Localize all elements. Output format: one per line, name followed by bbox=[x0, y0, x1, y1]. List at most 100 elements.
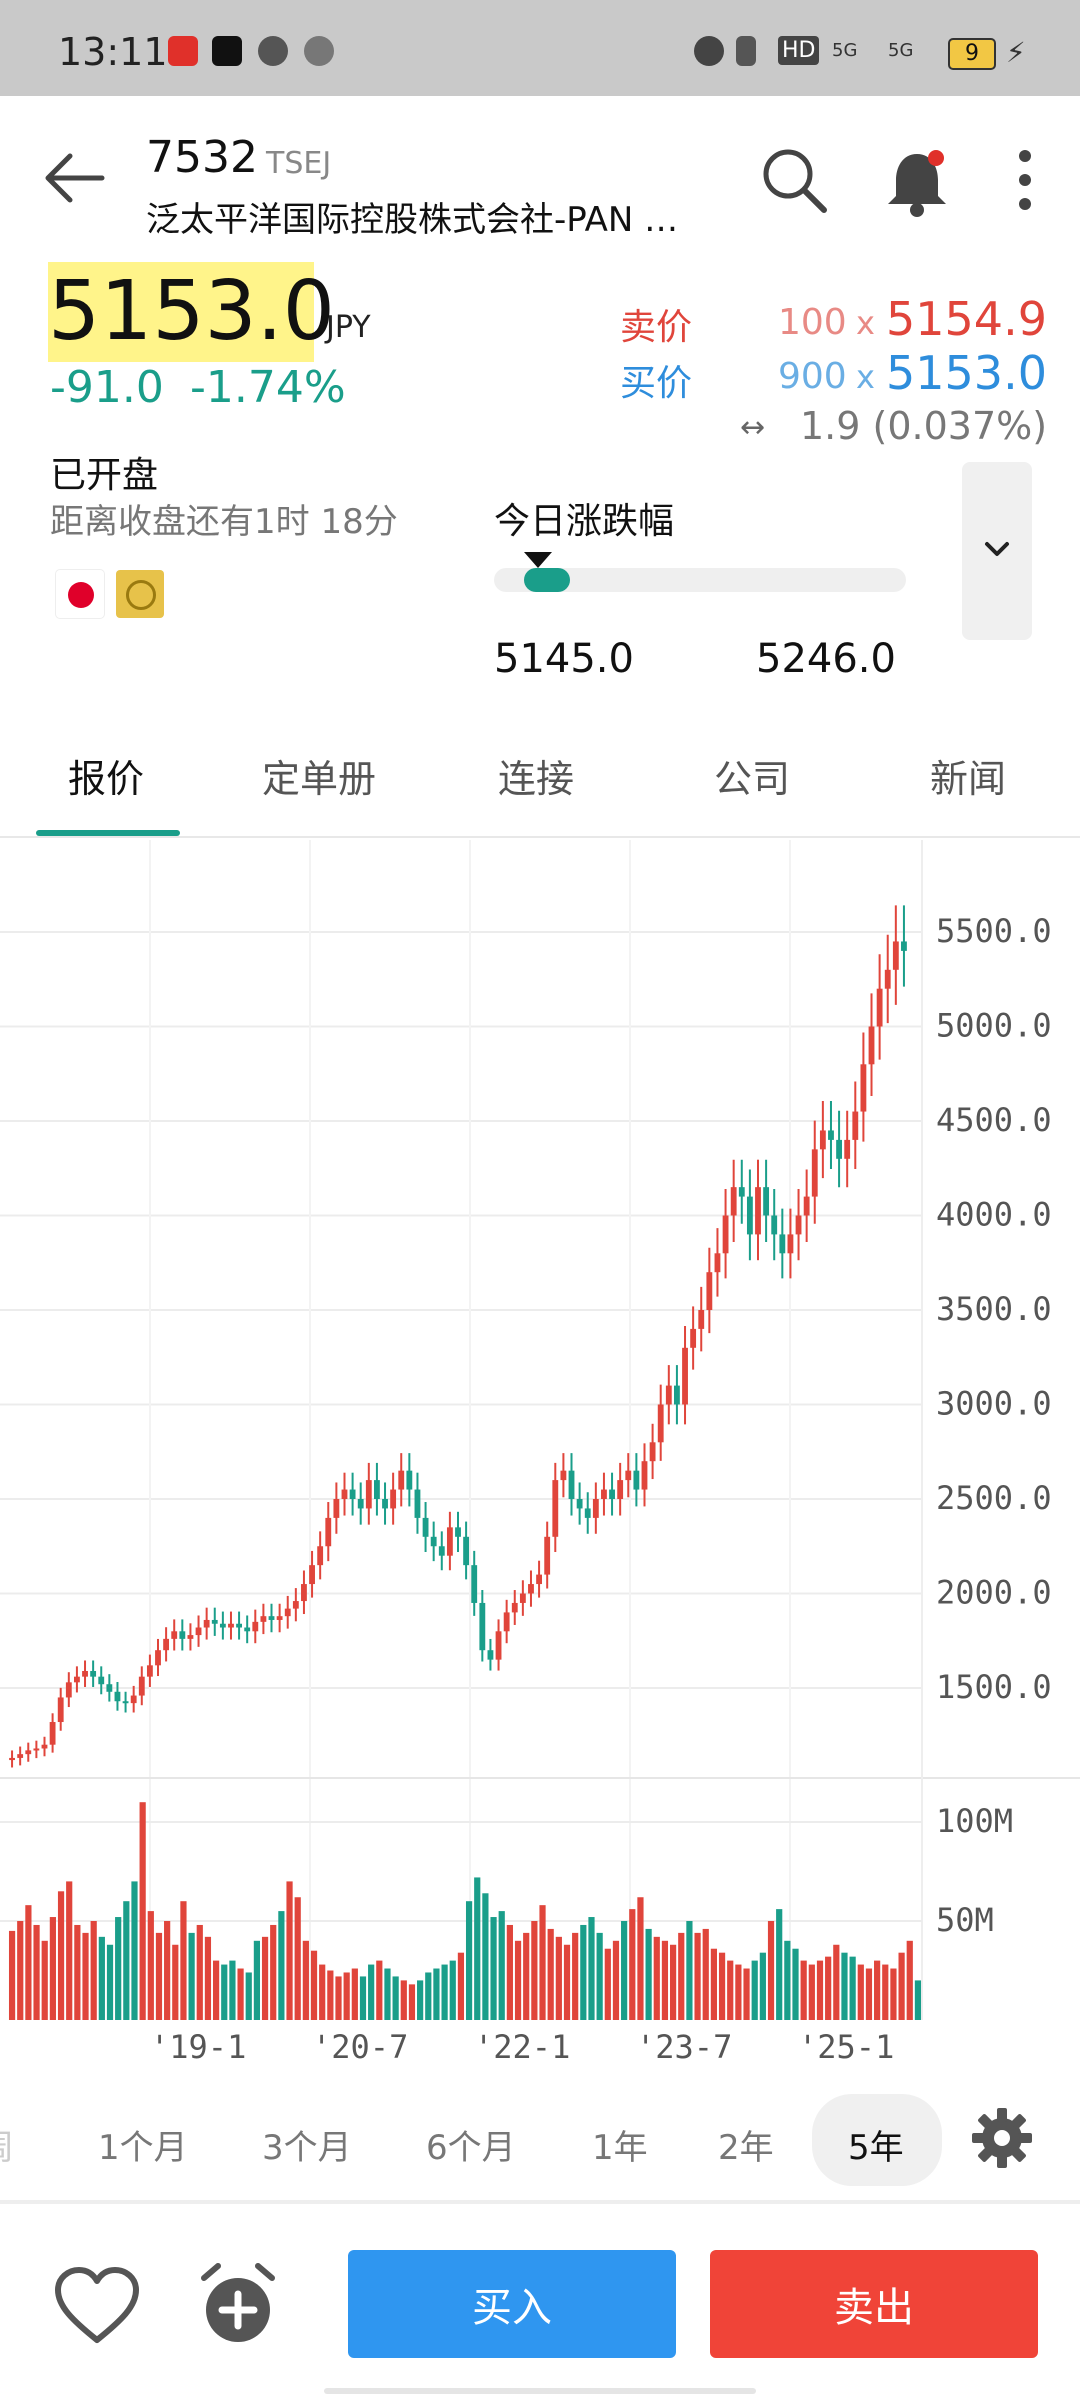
volume-bar bbox=[906, 1940, 913, 2020]
tab-news[interactable]: 新闻 bbox=[930, 757, 1007, 801]
volume-bar bbox=[465, 1901, 473, 2020]
tabs-divider bbox=[0, 836, 1080, 838]
volume-bar bbox=[155, 1932, 163, 2020]
back-arrow-icon[interactable] bbox=[40, 148, 110, 208]
volume-bar bbox=[645, 1928, 652, 2020]
bell-icon[interactable] bbox=[880, 146, 954, 220]
candle-body bbox=[414, 1489, 421, 1518]
last-price: 5153.0 bbox=[48, 264, 335, 359]
timeframe-week[interactable]: 周 bbox=[0, 2120, 14, 2169]
volume-bar bbox=[588, 1917, 595, 2020]
candle-body bbox=[292, 1601, 299, 1609]
volume-bar bbox=[767, 1921, 775, 2020]
status-time: 13:11 bbox=[58, 30, 168, 74]
candle-body bbox=[374, 1480, 380, 1499]
tab-orderbook[interactable]: 定单册 bbox=[262, 757, 377, 801]
wechat-icon bbox=[258, 36, 288, 66]
volume-bar bbox=[74, 1924, 81, 2020]
volume-bar bbox=[33, 1924, 40, 2020]
market-state: 已开盘 bbox=[50, 455, 159, 496]
candle-body bbox=[49, 1722, 56, 1745]
candle-body bbox=[511, 1602, 518, 1613]
volume-bar bbox=[302, 1940, 309, 2020]
timeframe-5y[interactable]: 5年 bbox=[848, 2128, 904, 2168]
volume-bar bbox=[17, 1921, 24, 2020]
ask-times: x bbox=[856, 304, 875, 342]
candle-body bbox=[487, 1650, 494, 1660]
candle-body bbox=[333, 1499, 340, 1518]
volume-bar bbox=[408, 1984, 416, 2020]
price-tick-label: 5000.0 bbox=[936, 1007, 1052, 1045]
volume-bar bbox=[90, 1921, 97, 2020]
candle-body bbox=[317, 1546, 324, 1566]
candle-body bbox=[398, 1470, 405, 1490]
ask-label: 卖价 bbox=[620, 307, 693, 348]
volume-bar bbox=[514, 1940, 522, 2020]
heart-icon[interactable] bbox=[52, 2264, 142, 2348]
volume-bar bbox=[596, 1932, 603, 2020]
alarm-plus-icon[interactable] bbox=[196, 2260, 280, 2350]
volume-bar bbox=[490, 1917, 497, 2020]
candle-body bbox=[219, 1623, 226, 1628]
buy-button[interactable]: 买入 bbox=[348, 2250, 676, 2358]
volume-bar bbox=[400, 1980, 407, 2020]
volume-bar bbox=[376, 1960, 383, 2020]
volume-bar bbox=[204, 1936, 212, 2020]
gear-icon[interactable] bbox=[970, 2106, 1034, 2170]
timeframe-selected-bg bbox=[812, 2094, 942, 2186]
tab-links[interactable]: 连接 bbox=[498, 757, 575, 801]
japan-flag-dot bbox=[68, 582, 94, 608]
expand-button[interactable] bbox=[962, 462, 1032, 640]
volume-bar bbox=[914, 1980, 922, 2020]
timeframe-6m[interactable]: 6个月 bbox=[426, 2128, 516, 2168]
candle-body bbox=[811, 1149, 818, 1197]
candle-body bbox=[422, 1517, 429, 1537]
volume-bar bbox=[131, 1881, 138, 2020]
spread-arrows-icon: ↔ bbox=[740, 410, 766, 445]
candle-body bbox=[155, 1650, 161, 1666]
candle-body bbox=[228, 1623, 234, 1628]
candle-body bbox=[268, 1616, 275, 1620]
timeframe-3m[interactable]: 3个月 bbox=[262, 2128, 352, 2168]
candle-body bbox=[244, 1627, 251, 1632]
candle-body bbox=[649, 1442, 656, 1462]
search-icon[interactable] bbox=[760, 146, 830, 216]
volume-bar bbox=[82, 1932, 89, 2020]
bid-label: 买价 bbox=[620, 363, 693, 404]
candle-body bbox=[714, 1253, 721, 1273]
tab-company[interactable]: 公司 bbox=[714, 757, 791, 801]
volume-bar bbox=[792, 1948, 799, 2020]
candle-body bbox=[357, 1499, 364, 1509]
candle-body bbox=[746, 1196, 753, 1235]
candle-body bbox=[730, 1187, 737, 1216]
candle-body bbox=[463, 1536, 470, 1566]
volume-bar bbox=[164, 1921, 171, 2020]
volume-bar bbox=[816, 1960, 824, 2020]
sell-button[interactable]: 卖出 bbox=[710, 2250, 1038, 2358]
candle-body bbox=[479, 1602, 486, 1651]
more-vertical-icon[interactable] bbox=[1010, 146, 1040, 216]
candle-body bbox=[552, 1480, 559, 1537]
volume-bar bbox=[572, 1932, 579, 2020]
timeframe-1m[interactable]: 1个月 bbox=[98, 2128, 188, 2168]
candle-body bbox=[41, 1744, 48, 1749]
signal-5g-icon: 5G bbox=[832, 40, 858, 61]
candle-body bbox=[892, 941, 899, 970]
volume-bar bbox=[833, 1944, 840, 2020]
candle-body bbox=[203, 1619, 210, 1628]
timeframe-2y[interactable]: 2年 bbox=[718, 2128, 774, 2168]
volume-bar bbox=[678, 1932, 685, 2020]
candle-body bbox=[301, 1584, 307, 1602]
price-chart[interactable]: 5500.0 5000.0 4500.0 4000.0 3500.0 3000.0 2500… bbox=[0, 840, 1080, 2070]
volume-bar bbox=[498, 1911, 505, 2020]
timeframe-1y[interactable]: 1年 bbox=[592, 2128, 648, 2168]
candle-body bbox=[901, 941, 907, 951]
volume-bar bbox=[261, 1936, 269, 2020]
candle-body bbox=[65, 1682, 72, 1698]
volume-bar bbox=[784, 1940, 791, 2020]
tab-quote[interactable]: 报价 bbox=[68, 757, 145, 801]
volume-bar bbox=[825, 1956, 832, 2020]
price-tick-label: 4500.0 bbox=[936, 1101, 1052, 1139]
candle-body bbox=[625, 1470, 632, 1481]
candle-body bbox=[284, 1608, 291, 1617]
